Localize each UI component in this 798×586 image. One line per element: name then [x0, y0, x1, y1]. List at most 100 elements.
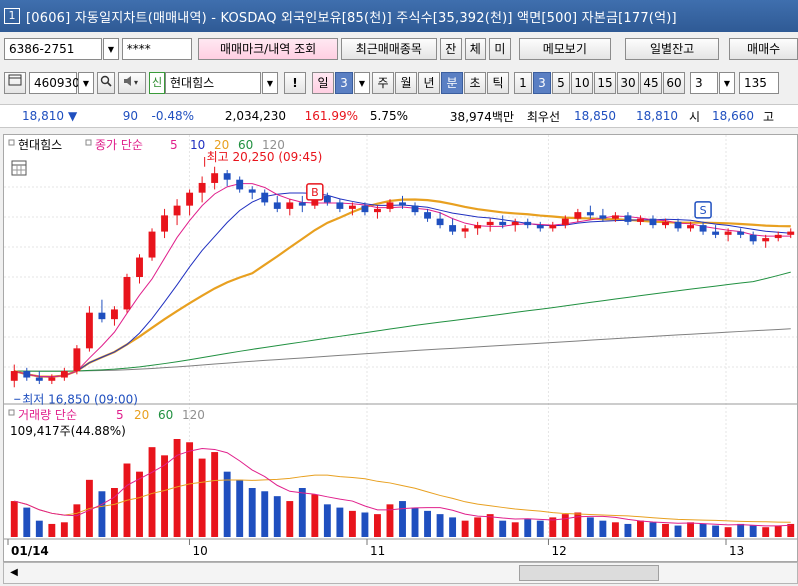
- executed-button[interactable]: 체: [464, 38, 487, 60]
- volume-legend-label: 거래량 단순: [18, 408, 77, 422]
- volume-bar: [198, 458, 206, 537]
- volume-bar: [687, 522, 694, 537]
- chevron-down-icon: ▼: [358, 78, 366, 88]
- candle-body: [611, 215, 619, 219]
- ma60-line: [14, 271, 791, 372]
- trade-mark-button[interactable]: 매매마크/내역 조회: [198, 38, 338, 60]
- interval-button-60[interactable]: 60: [663, 72, 685, 94]
- scroll-thumb[interactable]: [519, 565, 659, 581]
- period-day-button[interactable]: 일: [312, 72, 334, 94]
- interval-button-30[interactable]: 30: [617, 72, 639, 94]
- period-minute-button[interactable]: 분: [441, 72, 463, 94]
- period-second-button[interactable]: 초: [464, 72, 486, 94]
- interval-button-3[interactable]: 3: [533, 72, 551, 94]
- volume-bar: [712, 525, 720, 537]
- legend-ma10: 10: [190, 138, 205, 152]
- interval-button-10[interactable]: 10: [571, 72, 593, 94]
- layout-icon[interactable]: [4, 72, 26, 94]
- trade-button[interactable]: 매매수: [729, 38, 798, 60]
- volume-bar: [474, 517, 482, 537]
- volume-bar: [586, 517, 594, 537]
- candle-body: [486, 221, 494, 226]
- volume-bar: [23, 507, 31, 537]
- volume-bar: [737, 523, 745, 537]
- volume-bar: [787, 523, 795, 537]
- open-price: 18,660: [712, 109, 754, 123]
- volume-bars: [10, 439, 795, 537]
- legend-ma5: 5: [170, 138, 178, 152]
- window-title: [0606] 자동일지차트(매매내역) - KOSDAQ 외국인보유[85(천)…: [26, 10, 677, 26]
- chevron-down-icon: ▼: [107, 44, 114, 54]
- password-input[interactable]: ****: [121, 38, 193, 60]
- period-month-button[interactable]: 월: [395, 72, 417, 94]
- candle-body: [148, 231, 156, 258]
- buy-marker[interactable]: B: [306, 183, 324, 201]
- volume-bar: [98, 491, 106, 537]
- day-count-field[interactable]: 3: [335, 72, 353, 94]
- day-count-dropdown[interactable]: ▼: [354, 72, 370, 94]
- stock-name-field[interactable]: 현대힘스: [165, 72, 261, 94]
- volume-average-lines: [14, 447, 791, 527]
- daily-balance-button[interactable]: 일별잔고: [624, 38, 720, 60]
- candle-body: [724, 231, 732, 235]
- toolbar-chart: 460930 ▼ ▾ 신 현대힘스 ▼ ! 일 3 ▼ 주 월 년 분 초 틱 …: [0, 70, 798, 96]
- name-dropdown[interactable]: ▼: [262, 72, 278, 94]
- candle-body: [98, 312, 106, 320]
- account-dropdown[interactable]: ▼: [103, 38, 119, 60]
- turnover-rate: 5.75%: [369, 109, 408, 123]
- volume-bar: [35, 520, 43, 537]
- window-number[interactable]: 1: [4, 8, 20, 24]
- count-input[interactable]: 3: [690, 72, 718, 94]
- candlestick-chart[interactable]: 현대힘스 종가 단순 5 10 20 60 120 최고 20,250 (09:…: [4, 135, 797, 561]
- interval-group: 1 3 5 10 15 30 45 60: [513, 72, 685, 94]
- period-tick-button[interactable]: 틱: [487, 72, 509, 94]
- volume-bar: [223, 471, 231, 537]
- sell-marker[interactable]: S: [694, 201, 712, 219]
- candle-body: [674, 221, 682, 229]
- volume-bar: [486, 514, 494, 537]
- candle-body: [737, 231, 745, 235]
- volume-bar: [399, 501, 406, 537]
- volume-bar: [724, 527, 732, 537]
- candle-body: [399, 202, 406, 206]
- account-input[interactable]: 6386-2751: [4, 38, 103, 60]
- period-week-button[interactable]: 주: [372, 72, 394, 94]
- unexecuted-button[interactable]: 미: [489, 38, 511, 60]
- volume-bar: [624, 523, 632, 537]
- interval-button-15[interactable]: 15: [594, 72, 616, 94]
- stock-code-input[interactable]: 460930: [29, 72, 80, 94]
- candle-body: [136, 257, 143, 277]
- volume-bar: [436, 514, 444, 537]
- volume-bar: [386, 504, 394, 537]
- interval-button-45[interactable]: 45: [640, 72, 662, 94]
- calendar-icon[interactable]: [11, 160, 27, 176]
- balance-button[interactable]: 잔: [439, 38, 462, 60]
- candle-body: [111, 309, 118, 320]
- sound-icon[interactable]: ▾: [118, 72, 146, 94]
- horizontal-scrollbar[interactable]: ◀: [3, 562, 798, 584]
- code-dropdown[interactable]: ▼: [78, 72, 94, 94]
- chart-panel[interactable]: 현대힘스 종가 단순 5 10 20 60 120 최고 20,250 (09:…: [3, 134, 798, 562]
- candle-body: [211, 173, 219, 183]
- legend-stock-name: 현대힘스: [18, 138, 62, 152]
- max-price-label: 최고 20,250 (09:45): [207, 150, 323, 164]
- count-dropdown[interactable]: ▼: [719, 72, 735, 94]
- period-year-button[interactable]: 년: [418, 72, 440, 94]
- interval-button-1[interactable]: 1: [514, 72, 532, 94]
- candle-body: [374, 208, 381, 213]
- candle-body: [411, 205, 419, 213]
- volume-bar: [348, 510, 356, 537]
- alert-button[interactable]: !: [284, 72, 306, 94]
- current-price: 18,810: [22, 109, 64, 123]
- recent-trades-button[interactable]: 최근매매종목: [340, 38, 437, 60]
- chevron-down-icon: ▼: [266, 78, 274, 88]
- volume-bar: [361, 512, 369, 537]
- search-icon[interactable]: [97, 72, 115, 94]
- bar-count-input[interactable]: 135: [739, 72, 779, 94]
- volume-bar: [336, 507, 344, 537]
- interval-button-5[interactable]: 5: [552, 72, 570, 94]
- scroll-left-icon[interactable]: ◀: [10, 567, 18, 578]
- volume-bar: [424, 510, 431, 537]
- memo-button[interactable]: 메모보기: [518, 38, 611, 60]
- vol-legend-5: 5: [116, 408, 124, 422]
